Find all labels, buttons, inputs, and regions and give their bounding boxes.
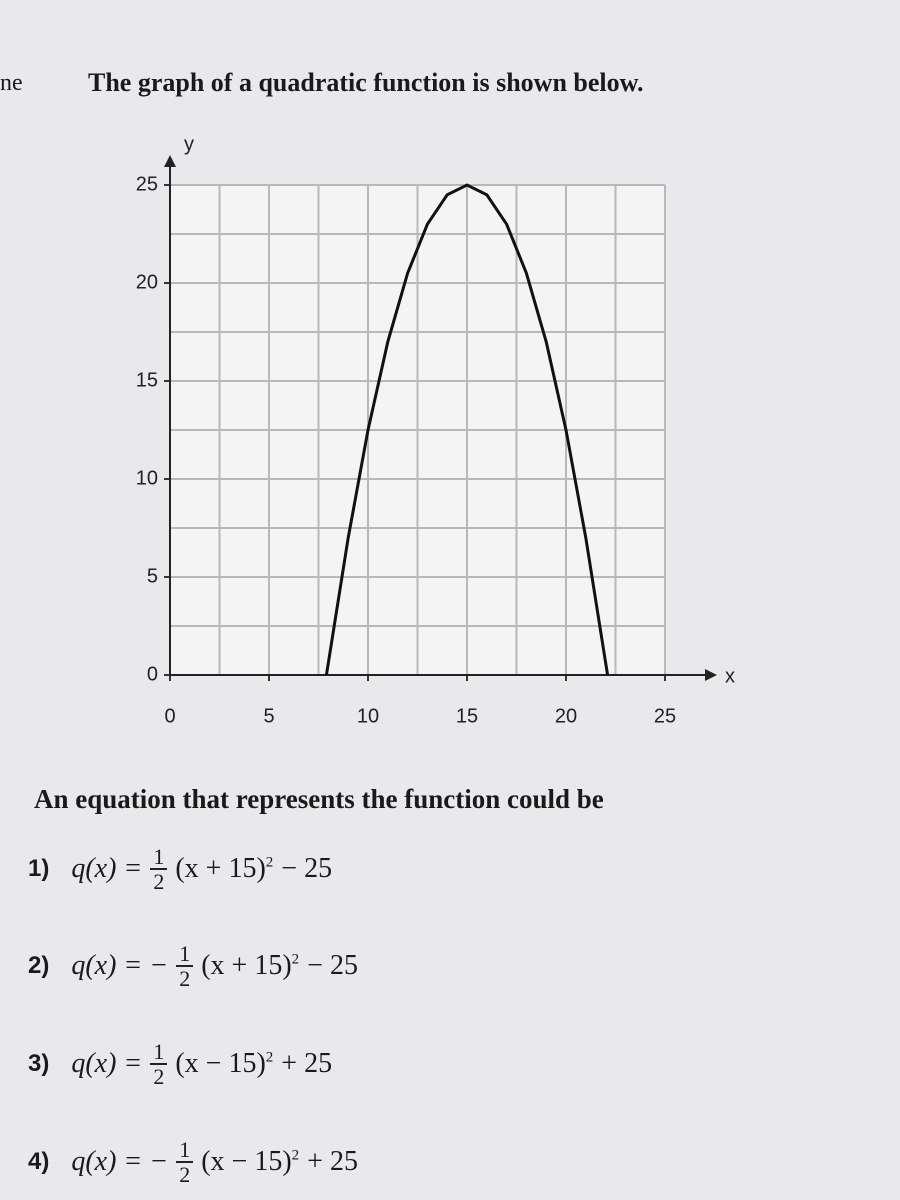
option-lhs: q(x) = − <box>71 950 169 982</box>
x-axis-label: x <box>725 665 735 687</box>
x-tick-label: 15 <box>456 705 478 727</box>
denominator: 2 <box>179 966 191 992</box>
denominator: 2 <box>153 869 165 895</box>
denominator: 2 <box>179 1162 191 1188</box>
exponent: 2 <box>265 854 274 871</box>
x-arrow <box>705 669 717 681</box>
curve <box>324 183 610 676</box>
option-tail: + 25 <box>281 1048 333 1080</box>
option-base: (x − 15)2 <box>175 1048 274 1080</box>
edge-fragment: ne <box>0 70 23 96</box>
option-lhs: q(x) = − <box>71 1146 169 1178</box>
y-tick-label: 0 <box>147 663 158 685</box>
prompt: An equation that represents the function… <box>34 784 604 814</box>
y-arrow <box>164 155 176 167</box>
exponent: 2 <box>291 951 300 968</box>
numerator: 1 <box>176 1138 194 1164</box>
question: The graph of a quadratic function is sho… <box>88 68 644 97</box>
x-tick-label: 5 <box>263 705 274 727</box>
x-tick-label: 0 <box>164 705 175 727</box>
option-base: (x + 15)2 <box>201 950 300 982</box>
y-tick-label: 15 <box>136 369 158 391</box>
x-tick-label: 25 <box>654 705 676 727</box>
y-tick-label: 20 <box>136 271 158 293</box>
option: 2) q(x) = −1 2 (x + 15)2− 25 <box>28 942 358 990</box>
numerator: 1 <box>176 942 194 968</box>
y-axis-label: y <box>184 133 194 155</box>
numerator: 1 <box>150 845 168 871</box>
denominator: 2 <box>153 1064 165 1090</box>
exponent: 2 <box>291 1147 300 1164</box>
chart: 0 5 10 15 20 25 0 5 10 15 20 25 x y <box>136 133 735 727</box>
option-tail: + 25 <box>307 1146 358 1178</box>
option-number: 2) <box>28 952 50 980</box>
option: 3) q(x) = 1 2 (x − 15)2 + 25 <box>28 1040 332 1088</box>
x-tick-label: 20 <box>555 705 577 727</box>
option-lhs: q(x) = <box>71 853 143 885</box>
option-number: 4) <box>28 1148 50 1176</box>
option-tail: − 25 <box>307 950 358 982</box>
y-tick-label: 10 <box>136 467 158 489</box>
option-number: 3) <box>28 1050 50 1078</box>
option: 4) q(x) = −1 2 (x − 15)2 + 25 <box>28 1138 358 1186</box>
option-number: 1) <box>28 855 50 883</box>
y-tick-label: 5 <box>147 565 158 587</box>
y-tick-label: 25 <box>136 173 158 195</box>
option-tail: − 25 <box>281 853 333 885</box>
numerator: 1 <box>150 1040 168 1066</box>
option-lhs: q(x) = <box>71 1048 143 1080</box>
option: 1) q(x) = 1 2 (x + 15)2− 25 <box>28 845 332 893</box>
exponent: 2 <box>265 1049 274 1066</box>
x-tick-label: 10 <box>357 705 379 727</box>
option-base: (x + 15)2 <box>175 853 274 885</box>
option-base: (x − 15)2 <box>201 1146 300 1178</box>
